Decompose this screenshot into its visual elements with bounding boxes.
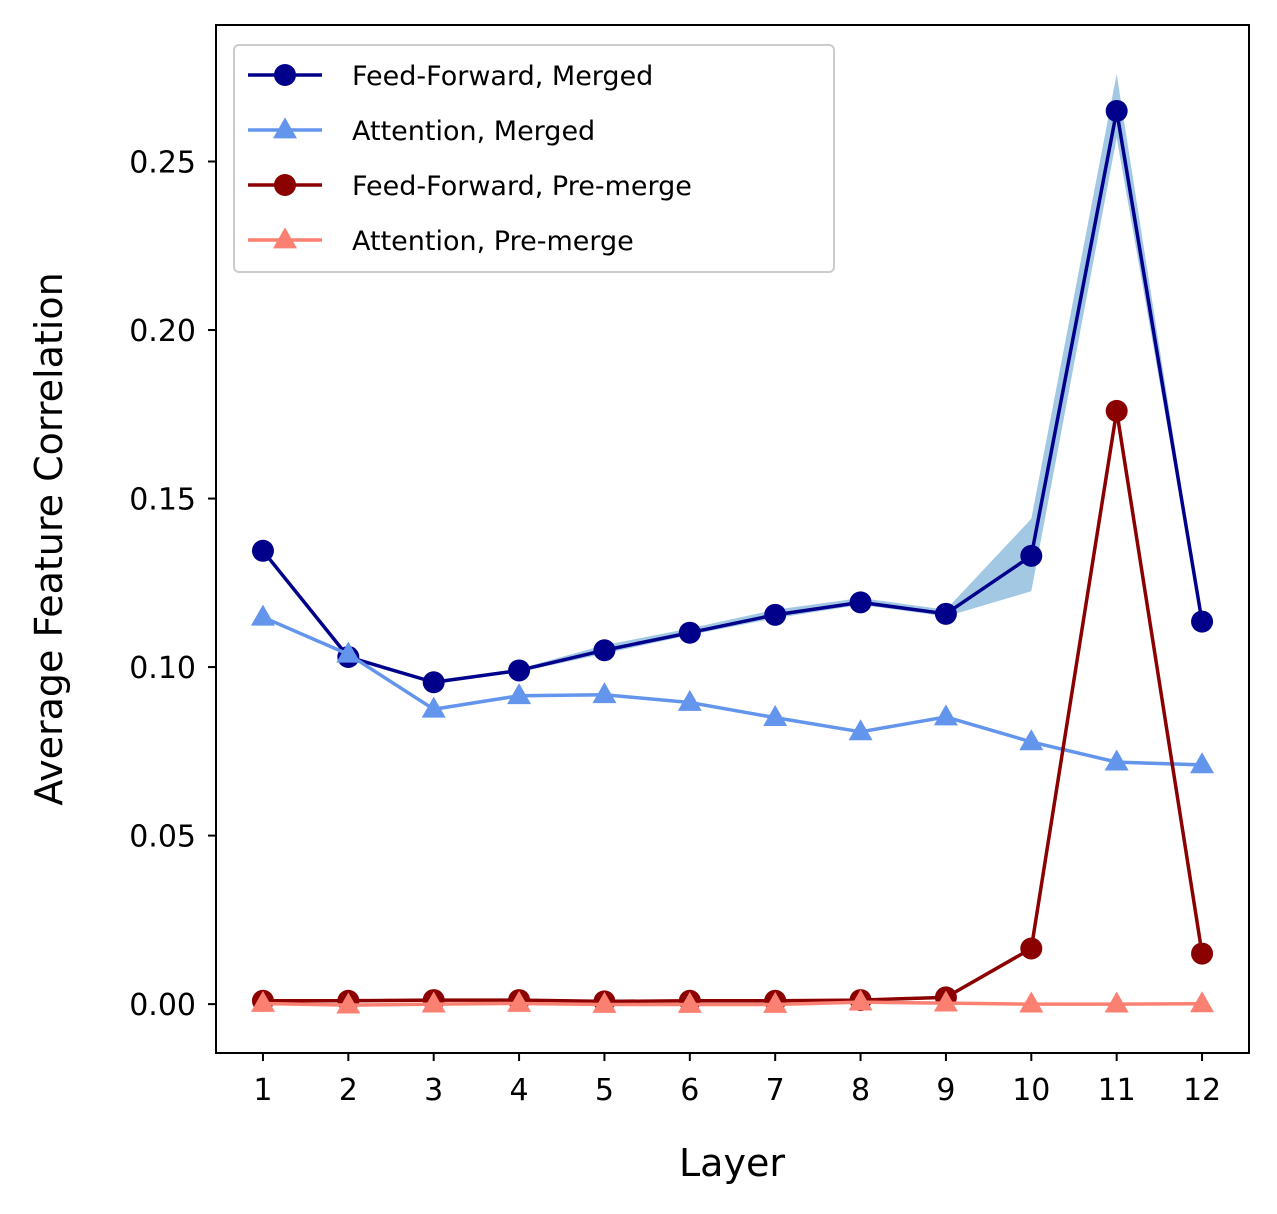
- series-4: [250, 989, 1215, 1014]
- series-1-point-12: [1191, 610, 1214, 633]
- legend-box: [233, 44, 835, 273]
- series-2-point-6: [677, 689, 702, 711]
- x-axis: 1 2 3 4 5 6 7 8 9 10 11 12: [253, 1053, 1221, 1108]
- series-4-point-10: [1019, 991, 1044, 1013]
- x-tick-label: 6: [680, 1073, 699, 1108]
- series-2-point-10: [1019, 729, 1044, 751]
- series-2-point-5: [592, 682, 617, 704]
- x-tick-label: 4: [510, 1073, 529, 1108]
- x-tick-label: 8: [851, 1073, 870, 1108]
- x-tick-label: 10: [1012, 1073, 1050, 1108]
- series-2-point-11: [1104, 749, 1129, 771]
- series-2-point-7: [763, 705, 788, 727]
- y-tick-label: 0.20: [129, 314, 196, 349]
- series-4-point-4: [507, 990, 532, 1012]
- y-tick-label: 0.05: [129, 820, 196, 855]
- series-4-point-5: [592, 991, 617, 1013]
- series-4-point-7: [763, 991, 788, 1013]
- series-1-point-8: [849, 591, 872, 614]
- series-4-line: [262, 1000, 1203, 1007]
- legend-label: Feed-Forward, Merged: [352, 61, 653, 92]
- series-4-point-6: [677, 991, 702, 1013]
- series-3-point-11: [1105, 399, 1128, 422]
- series-2-point-1: [250, 604, 275, 626]
- series-2-point-12: [1190, 752, 1215, 774]
- series-4-point-2: [336, 992, 361, 1014]
- legend-label: Attention, Pre-merge: [352, 226, 634, 257]
- series-layer: [250, 99, 1215, 1014]
- confidence-bands: [262, 73, 1203, 684]
- legend-marker: [274, 64, 296, 86]
- series-3-line: [262, 409, 1204, 1004]
- series-2-point-8: [848, 719, 873, 741]
- x-tick-label: 7: [766, 1073, 785, 1108]
- series-2-line: [262, 615, 1203, 767]
- series-1-point-5: [593, 639, 616, 662]
- x-tick-label: 2: [339, 1073, 358, 1108]
- series-3-point-10: [1020, 937, 1043, 960]
- x-tick-label: 11: [1098, 1073, 1136, 1108]
- x-tick-label: 3: [424, 1073, 443, 1108]
- x-tick-label: 5: [595, 1073, 614, 1108]
- series-2: [250, 604, 1215, 774]
- series-2-point-2: [336, 641, 361, 663]
- x-tick-label: 9: [936, 1073, 955, 1108]
- series-1-point-6: [678, 621, 701, 644]
- legend: Feed-Forward, Merged Attention, Merged Fee…: [233, 44, 835, 273]
- series-1-band: [262, 73, 1203, 684]
- series-1-point-7: [764, 603, 787, 626]
- series-4-point-11: [1104, 991, 1129, 1013]
- legend-entry-1: Feed-Forward, Merged: [248, 61, 653, 92]
- y-tick-label: 0.15: [129, 483, 196, 518]
- series-4-point-12: [1190, 991, 1215, 1013]
- legend-entry-4: Attention, Pre-merge: [248, 226, 634, 257]
- legend-marker: [273, 117, 297, 139]
- series-2-point-3: [421, 696, 446, 718]
- series-1-point-11: [1105, 99, 1128, 122]
- series-3-point-12: [1191, 942, 1214, 965]
- series-1-point-9: [934, 602, 957, 625]
- series-1-line: [261, 109, 1204, 684]
- y-axis-label: Average Feature Correlation: [27, 272, 71, 805]
- series-1-point-3: [422, 671, 445, 694]
- legend-label: Attention, Merged: [352, 116, 595, 147]
- y-tick-label: 0.10: [129, 651, 196, 686]
- x-tick-label: 1: [253, 1073, 272, 1108]
- plot-frame: [215, 24, 1250, 1054]
- series-1-point-10: [1020, 544, 1043, 567]
- legend-label: Feed-Forward, Pre-merge: [352, 171, 692, 202]
- y-axis: 0.00 0.05 0.10 0.15 0.20 0.25: [129, 146, 216, 1023]
- y-tick-label: 0.25: [129, 146, 196, 181]
- y-tick-label: 0.00: [129, 988, 196, 1023]
- legend-marker: [274, 174, 296, 196]
- legend-entry-2: Attention, Merged: [248, 116, 595, 147]
- legend-marker: [273, 227, 297, 249]
- series-1: [251, 99, 1214, 694]
- series-1-point-4: [508, 659, 531, 682]
- series-4-point-9: [933, 990, 958, 1012]
- x-axis-label: Layer: [679, 1141, 785, 1185]
- x-tick-label: 12: [1183, 1073, 1221, 1108]
- series-1-point-1: [251, 539, 274, 562]
- series-2-point-9: [933, 704, 958, 726]
- legend-entry-3: Feed-Forward, Pre-merge: [248, 171, 692, 202]
- series-4-point-3: [421, 991, 446, 1013]
- series-4-point-1: [250, 990, 275, 1012]
- series-2-point-4: [507, 683, 532, 705]
- series-4-point-8: [848, 989, 873, 1011]
